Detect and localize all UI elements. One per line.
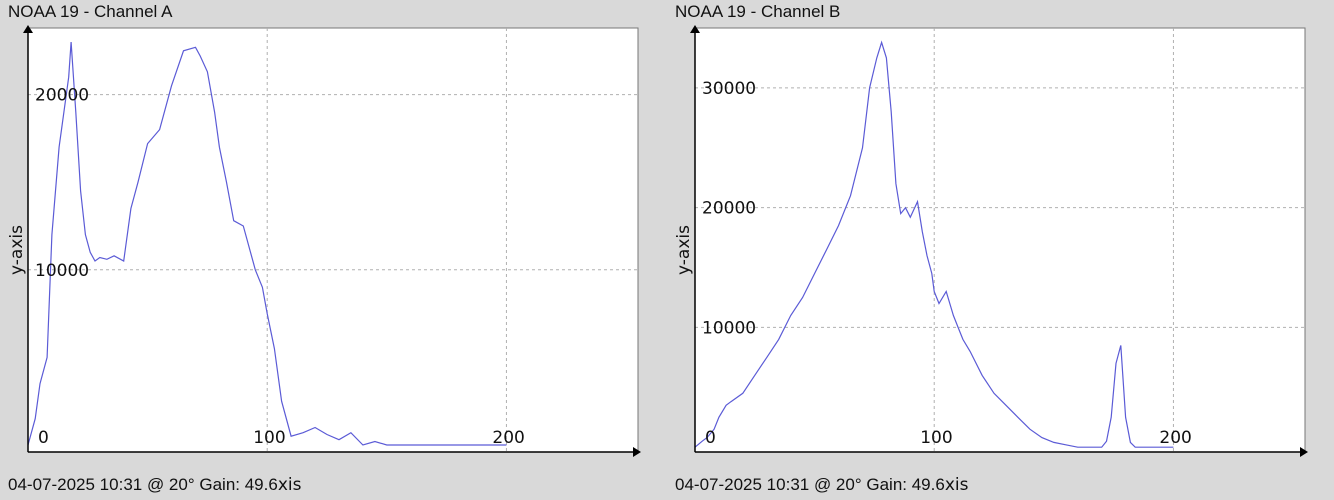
x-tick-label: 0 (38, 428, 49, 448)
y-tick-label: 10000 (702, 318, 756, 338)
x-tick-label: 100 (253, 428, 285, 448)
x-tick-label: 200 (492, 428, 524, 448)
series-line (27, 41, 507, 446)
chart-title: NOAA 19 - Channel A (8, 2, 173, 21)
grid-lines (695, 28, 1305, 452)
chart-canvas: 0 100 200 10000 20000 30000 y-axis (674, 25, 1308, 457)
chart-footer: 04-07-2025 10:31 @ 20° Gain: 49.6xis (675, 475, 968, 495)
series-line (694, 40, 1174, 448)
footer-text: 04-07-2025 10:31 @ 20° Gain: 49.6 (675, 475, 945, 494)
footer-suffix: xis (277, 475, 302, 495)
x-tick-label: 100 (920, 428, 952, 448)
x-tick-label: 0 (705, 428, 716, 448)
y-tick-label: 20000 (702, 199, 756, 219)
chart-panel-channel-b: NOAA 19 - Channel B 0 100 200 10000 20000 300… (667, 0, 1334, 500)
y-axis-title: y-axis (7, 225, 27, 275)
x-axis-arrow (1300, 447, 1308, 457)
y-axis-title: y-axis (674, 225, 694, 275)
plot-area (694, 27, 1306, 453)
footer-text: 04-07-2025 10:31 @ 20° Gain: 49.6 (8, 475, 278, 494)
y-tick-label: 10000 (35, 261, 89, 281)
footer-suffix: xis (944, 475, 969, 495)
chart-title: NOAA 19 - Channel B (675, 2, 841, 21)
y-tick-label: 30000 (702, 79, 756, 99)
chart-canvas: 0 100 200 10000 20000 y-axis (7, 25, 641, 457)
x-tick-label: 200 (1159, 428, 1191, 448)
y-axis-arrow (690, 25, 700, 33)
chart-panel-channel-a: NOAA 19 - Channel A 0 100 200 10000 20000 y-a… (7, 2, 641, 495)
x-axis-arrow (633, 447, 641, 457)
chart-footer: 04-07-2025 10:31 @ 20° Gain: 49.6xis (8, 475, 301, 495)
grid-lines (28, 28, 638, 452)
plot-area (27, 27, 639, 453)
y-tick-label: 20000 (35, 86, 89, 106)
y-axis-arrow (23, 25, 33, 33)
